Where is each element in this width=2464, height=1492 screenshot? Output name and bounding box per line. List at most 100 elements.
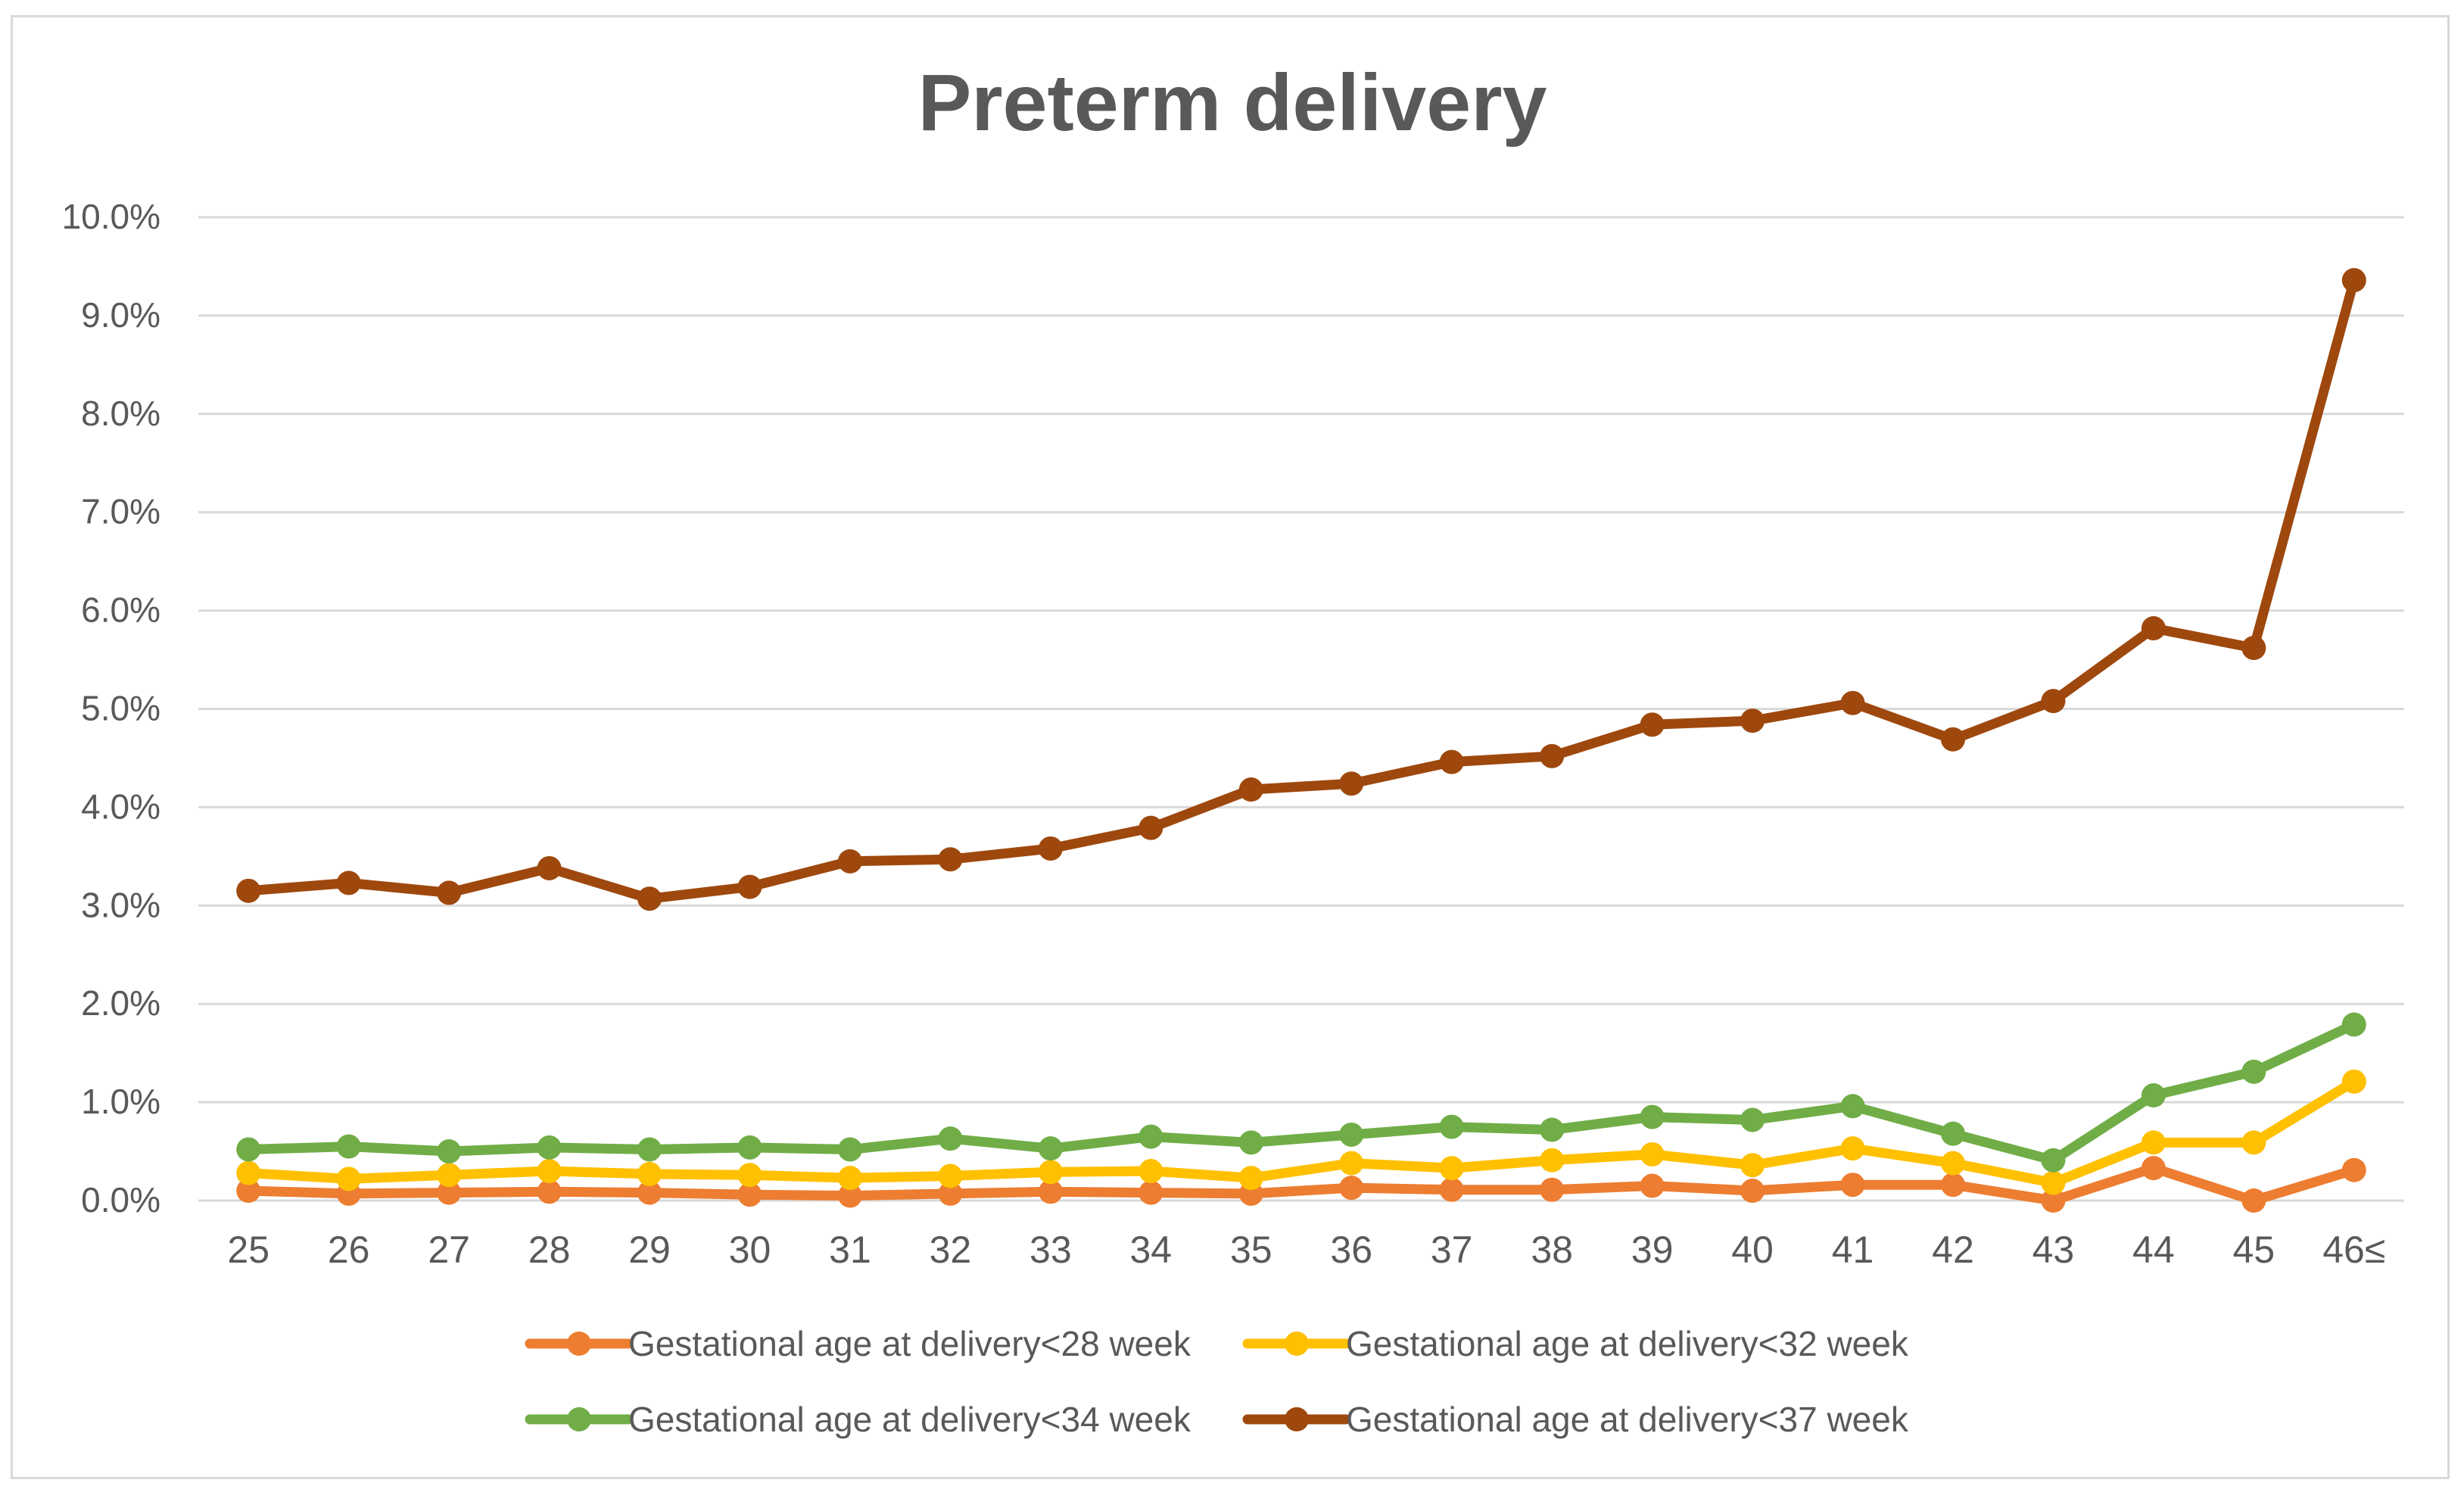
data-point [537, 1135, 562, 1160]
data-point [1540, 1117, 1565, 1142]
data-point [1439, 749, 1464, 774]
y-tick-label: 1.0% [81, 1082, 160, 1121]
data-point [837, 1166, 862, 1191]
data-point [437, 880, 462, 905]
data-point [1339, 1176, 1364, 1201]
data-point [938, 1181, 963, 1206]
data-point [1238, 1166, 1263, 1191]
data-point [1139, 1124, 1163, 1149]
series-3 [236, 1012, 2366, 1173]
legend-swatch-marker [1285, 1407, 1309, 1431]
data-point [637, 1161, 662, 1186]
x-tick-label: 42 [1932, 1229, 1974, 1271]
x-tick-label: 25 [227, 1229, 269, 1271]
chart-title: Preterm delivery [918, 58, 1547, 148]
y-axis-ticks: 0.0% 1.0% 2.0% 3.0% 4.0% 5.0% 6.0% 7.0% 8.0% 9.0%… [62, 197, 160, 1219]
legend-item: Gestational age at delivery<28 week [525, 1324, 1192, 1363]
data-point [336, 871, 361, 896]
series-1 [236, 1156, 2366, 1213]
chart-frame [11, 15, 2450, 1479]
legend-swatch-marker [567, 1407, 591, 1431]
data-point [1439, 1156, 1464, 1181]
data-point [2241, 1059, 2266, 1084]
data-point [837, 1183, 862, 1208]
data-point [1038, 1160, 1063, 1185]
series-line [243, 275, 2360, 904]
x-tick-label: 32 [930, 1229, 972, 1271]
x-tick-label: 29 [628, 1229, 671, 1271]
y-tick-label: 6.0% [81, 590, 160, 630]
y-tick-label: 4.0% [81, 786, 160, 826]
data-point [437, 1163, 462, 1188]
legend-swatch-marker [1285, 1332, 1309, 1356]
data-point [1940, 1121, 1965, 1146]
x-tick-label: 27 [428, 1229, 470, 1271]
y-tick-label: 2.0% [81, 983, 160, 1023]
data-point [1540, 1177, 1565, 1202]
data-point [437, 1139, 462, 1164]
data-point [1640, 1104, 1665, 1129]
data-point [1840, 690, 1865, 715]
data-point [1840, 1136, 1865, 1161]
data-point [236, 1179, 261, 1204]
legend-swatch-marker [567, 1332, 591, 1356]
data-point [1940, 1151, 1965, 1176]
series-2 [236, 1069, 2366, 1195]
legend-item: Gestational age at delivery<32 week [1242, 1324, 1909, 1363]
data-point [1640, 1173, 1665, 1198]
data-point [1339, 771, 1364, 796]
x-tick-label: 34 [1130, 1229, 1173, 1271]
data-point [1139, 1159, 1163, 1184]
data-point [938, 1163, 963, 1188]
x-tick-label: 38 [1531, 1229, 1573, 1271]
y-tick-label: 8.0% [81, 394, 160, 433]
series-lines [236, 268, 2366, 1213]
data-point [1940, 727, 1965, 752]
x-tick-label: 33 [1030, 1229, 1072, 1271]
data-point [1439, 1177, 1464, 1202]
data-point [2341, 268, 2366, 293]
x-tick-label: 30 [729, 1229, 771, 1271]
data-point [2141, 1156, 2166, 1181]
data-point [938, 847, 963, 872]
legend: Gestational age at delivery<28 week Gesta… [525, 1324, 1909, 1439]
data-point [1540, 1148, 1565, 1173]
y-tick-label: 9.0% [81, 295, 160, 335]
data-point [236, 878, 261, 903]
data-point [1439, 1114, 1464, 1139]
y-tick-label: 3.0% [81, 885, 160, 924]
y-tick-label: 7.0% [81, 492, 160, 531]
x-axis-ticks: 25 26 27 28 29 30 31 32 33 34 35 36 37 38 39 40 41 42 43 44… [227, 1229, 2385, 1271]
data-point [2041, 1188, 2066, 1213]
data-point [2041, 689, 2066, 714]
data-point [1139, 1180, 1163, 1205]
data-point [236, 1137, 261, 1162]
data-point [2341, 1012, 2366, 1037]
x-tick-label: 36 [1330, 1229, 1372, 1271]
legend-label: Gestational age at delivery<32 week [1346, 1324, 1909, 1363]
legend-label: Gestational age at delivery<28 week [628, 1324, 1192, 1363]
y-tick-label: 5.0% [81, 689, 160, 728]
data-point [837, 849, 862, 874]
data-point [2241, 635, 2266, 660]
legend-item: Gestational age at delivery<34 week [525, 1400, 1192, 1439]
data-point [737, 1135, 762, 1160]
data-point [837, 1137, 862, 1162]
x-tick-label: 39 [1631, 1229, 1674, 1271]
data-point [1038, 1136, 1063, 1161]
data-point [1540, 743, 1565, 768]
data-point [1640, 712, 1665, 737]
data-point [2241, 1188, 2266, 1213]
data-point [1740, 709, 1765, 734]
data-point [1740, 1179, 1765, 1204]
data-point [1740, 1107, 1765, 1132]
data-point [737, 1163, 762, 1188]
x-tick-label: 31 [829, 1229, 871, 1271]
series-line [243, 1076, 2360, 1188]
x-tick-label: 41 [1832, 1229, 1874, 1271]
data-point [437, 1180, 462, 1205]
data-point [2241, 1130, 2266, 1155]
data-point [1940, 1173, 1965, 1198]
y-tick-label: 0.0% [81, 1180, 160, 1219]
